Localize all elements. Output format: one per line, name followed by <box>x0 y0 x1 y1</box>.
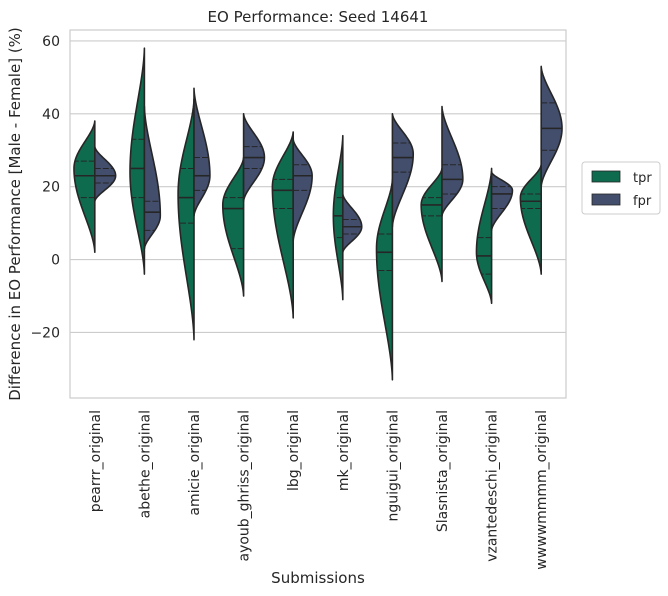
legend-swatch-fpr <box>591 193 621 206</box>
legend-swatch-tpr <box>591 170 621 183</box>
violin-fpr <box>193 87 211 217</box>
x-tick-labels: pearrr_original abethe_original amicie_ori… <box>88 410 550 570</box>
violin-fpr <box>391 113 415 228</box>
legend-label-tpr: tpr <box>633 171 652 186</box>
legend-label-fpr: fpr <box>633 194 652 209</box>
violins <box>73 47 563 381</box>
violin-fpr <box>441 105 464 217</box>
violin-fpr <box>342 193 363 254</box>
x-tick-label: abethe_original <box>137 410 153 518</box>
violin-tpr <box>420 167 443 283</box>
y-tick-label: 20 <box>42 180 60 196</box>
violin-fpr <box>540 65 563 188</box>
chart-title: EO Performance: Seed 14641 <box>208 8 429 26</box>
violin-fpr <box>143 105 162 250</box>
x-tick-label: vzantedeschi_original <box>485 410 501 562</box>
x-tick-label: Slasnista_original <box>435 410 451 532</box>
plot-frame <box>69 29 567 399</box>
x-axis-title: Submissions <box>271 569 365 587</box>
y-tick-label: 40 <box>42 107 60 123</box>
violin-tpr <box>271 131 294 319</box>
violin-tpr <box>221 156 245 297</box>
x-tick-label: pearrr_original <box>88 410 104 512</box>
y-tick-label: −20 <box>30 325 60 341</box>
x-tick-label: ayoub_ghriss_original <box>237 410 253 562</box>
x-tick-label: nguigui_original <box>385 410 401 522</box>
x-tick-label: amicie_original <box>187 410 203 516</box>
x-tick-label: wwwwmmmm_original <box>534 410 550 570</box>
violin-tpr <box>129 47 146 275</box>
x-tick-label: lbg_original <box>286 410 302 491</box>
violin-tpr <box>375 178 394 381</box>
y-tick-labels: −20 0 20 40 60 <box>30 34 60 341</box>
y-axis-title: Difference in EO Performance [Male - Fem… <box>6 27 24 401</box>
violin-tpr <box>475 167 493 305</box>
x-tick-label: mk_original <box>336 410 352 491</box>
violin-tpr <box>73 120 96 254</box>
y-tick-label: 60 <box>42 34 60 50</box>
legend: tpr fpr <box>581 161 661 215</box>
y-tick-label: 0 <box>51 253 60 269</box>
violin-tpr <box>519 164 542 275</box>
violin-fpr <box>94 145 117 203</box>
violin-tpr <box>177 98 195 341</box>
